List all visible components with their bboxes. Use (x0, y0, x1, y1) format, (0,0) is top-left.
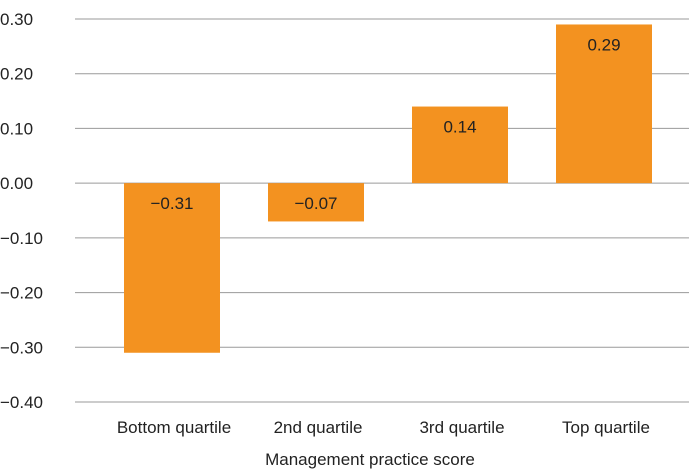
y-axis-tick-labels: 0.30 0.20 0.10 0.00 −0.10 −0.20 −0.30 −0.40 (0, 10, 43, 412)
y-tick-label: −0.10 (0, 229, 43, 248)
bar (268, 183, 364, 222)
y-tick-label: −0.20 (0, 284, 43, 303)
y-tick-label: 0.30 (0, 10, 33, 29)
y-tick-label: 0.20 (0, 65, 33, 84)
data-label: −0.31 (150, 194, 193, 213)
x-axis-category-labels: Bottom quartile 2nd quartile 3rd quartile T… (117, 418, 650, 437)
x-category-label: Bottom quartile (117, 418, 231, 437)
x-category-label: 3rd quartile (419, 418, 504, 437)
x-category-label: 2nd quartile (274, 418, 363, 437)
y-tick-label: −0.40 (0, 393, 43, 412)
y-tick-label: 0.10 (0, 119, 33, 138)
y-tick-label: 0.00 (0, 174, 33, 193)
bar (556, 24, 652, 184)
x-axis-title: Management practice score (265, 450, 475, 469)
y-tick-label: −0.30 (0, 338, 43, 357)
data-label: −0.07 (294, 194, 337, 213)
bars (124, 24, 652, 353)
x-category-label: Top quartile (562, 418, 650, 437)
data-labels: −0.31 −0.07 0.14 0.29 (150, 35, 620, 213)
bar (412, 106, 508, 184)
data-label: 0.14 (443, 118, 476, 137)
bar (124, 183, 220, 353)
data-label: 0.29 (587, 35, 620, 54)
